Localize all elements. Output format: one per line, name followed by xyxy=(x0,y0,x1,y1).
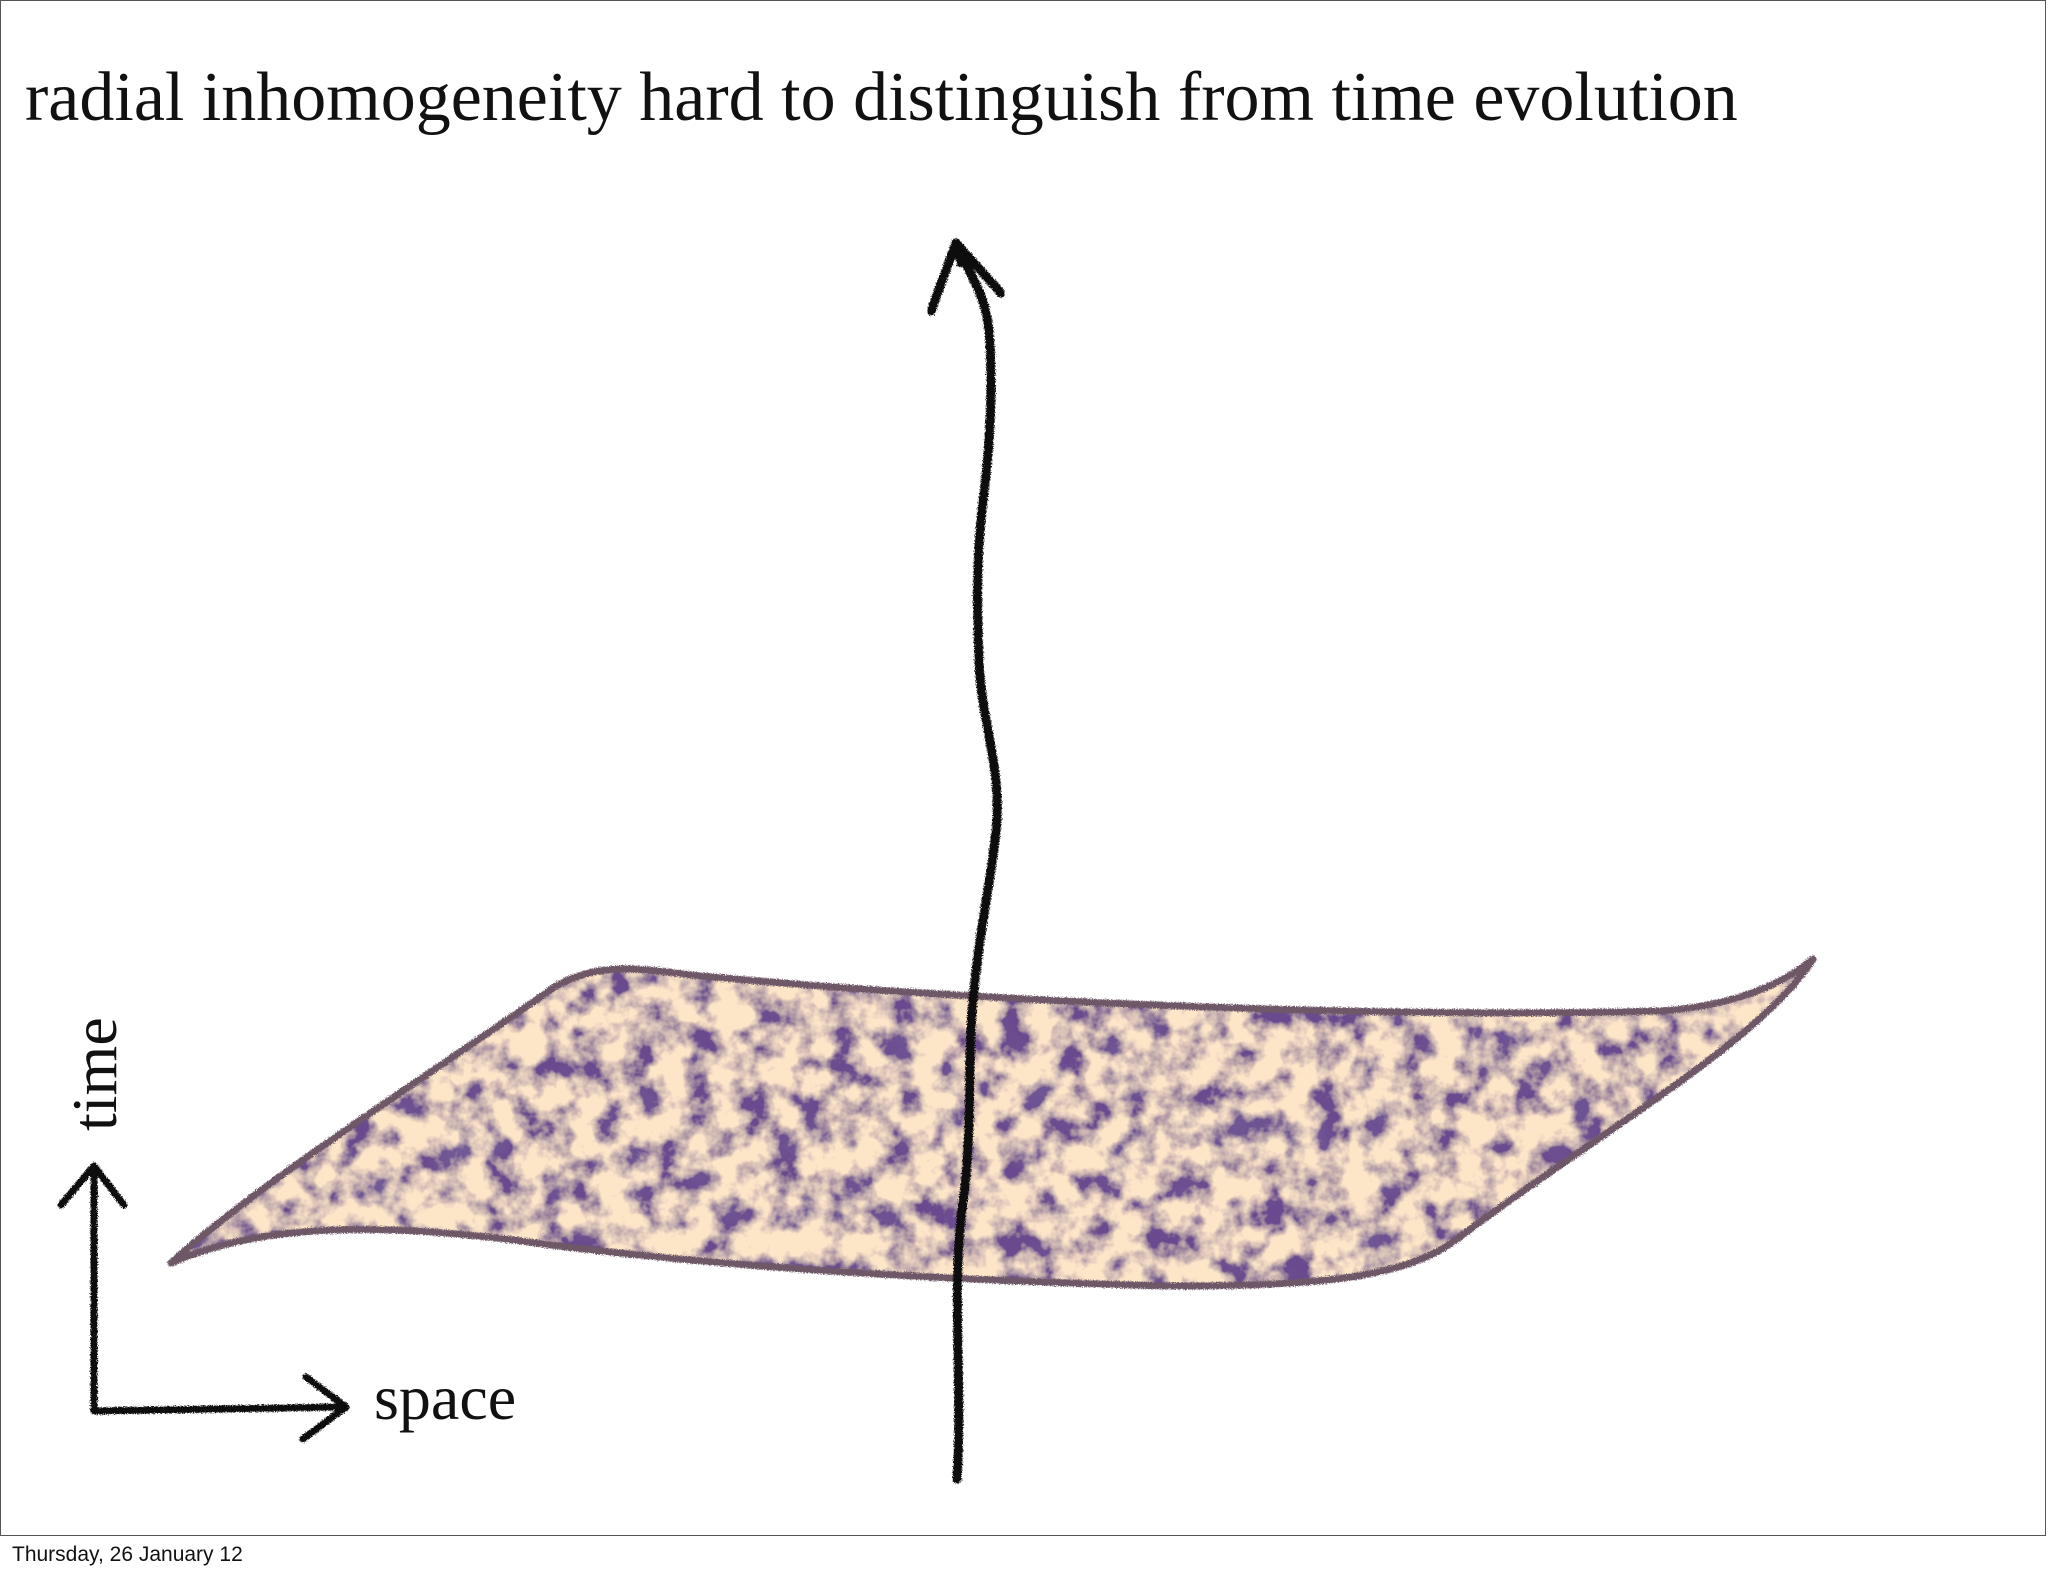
surface-edge xyxy=(167,955,1817,1290)
diagram: time space xyxy=(57,238,1817,1484)
spacetime-surface xyxy=(167,955,1817,1290)
space-axis-label: space xyxy=(374,1362,516,1433)
slide: radial inhomogeneity hard to distinguish… xyxy=(0,0,2046,1536)
time-axis-arrowhead xyxy=(57,1162,128,1209)
worldline-arrowhead xyxy=(926,238,1006,316)
slide-title: radial inhomogeneity hard to distinguish… xyxy=(25,59,1738,136)
space-axis-line xyxy=(90,1403,345,1415)
slide-date-footer: Thursday, 26 January 12 xyxy=(12,1543,243,1566)
axes xyxy=(57,1162,350,1443)
space-axis-arrowhead xyxy=(299,1373,350,1443)
time-axis-label: time xyxy=(59,1017,130,1131)
worldline-arrow xyxy=(926,238,1006,1484)
